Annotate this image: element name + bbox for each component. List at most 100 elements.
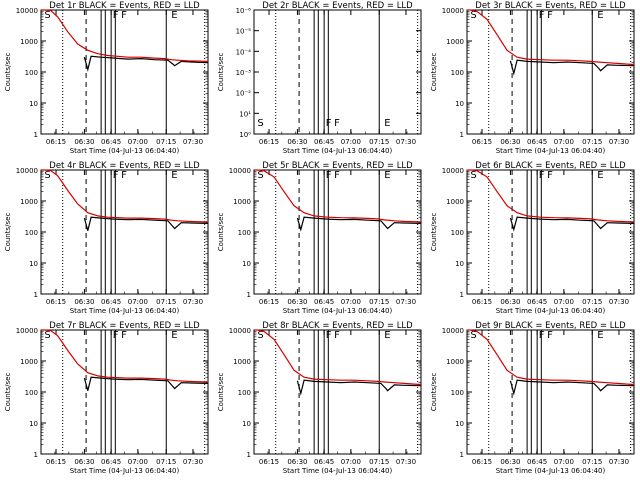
y-tick-label: 1000 [233,198,251,206]
chart-svg: Det 9r BLACK = Events, RED = LLD 1 10 100 10… [430,321,635,475]
x-tick-label: 07:30 [609,298,629,306]
x-tick-label: 06:15 [472,138,492,146]
chart-title: Det 7r BLACK = Events, RED = LLD [49,321,200,331]
y-axis-label: Counts/sec [4,373,12,412]
y-axis-label: Counts/sec [4,53,12,92]
x-axis-label: Start Time (04-Jul-13 06:04:40) [496,147,606,155]
x-tick-label: 06:15 [472,298,492,306]
events-series-line [83,55,209,72]
x-tick-label: 07:30 [396,458,416,466]
x-tick-label: 06:15 [259,458,279,466]
x-tick-label: 07:30 [609,138,629,146]
y-tick-label: 100 [451,69,464,77]
marker-label: E [597,10,603,21]
y-tick-label: 10 [242,260,251,268]
y-tick-label: 10⁰ [239,131,251,139]
chart-title: Det 1r BLACK = Events, RED = LLD [49,1,200,11]
x-tick-label: 06:45 [101,458,121,466]
marker-label: S [470,10,476,21]
detector-panel: Det 4r BLACK = Events, RED = LLD 1 10 100 10… [0,160,213,320]
x-axis-label: Start Time (04-Jul-13 06:04:40) [283,307,393,315]
detector-panel: Det 5r BLACK = Events, RED = LLD 1 10 100 10… [213,160,426,320]
x-tick-label: 06:45 [314,458,334,466]
x-tick-label: 07:15 [582,138,602,146]
detector-panel: Det 1r BLACK = Events, RED = LLD 1 10 100 10… [0,0,213,160]
x-axis-label: Start Time (04-Jul-13 06:04:40) [70,467,180,475]
chart-svg: Det 2r BLACK = Events, RED = LLD 10⁰ 10¹ 10… [217,1,422,155]
marker-label: F [334,118,340,129]
x-tick-label: 06:45 [527,298,547,306]
x-tick-label: 06:30 [500,458,520,466]
events-series-line [83,376,209,391]
events-series-line [296,216,422,232]
x-tick-label: 06:45 [314,298,334,306]
y-tick-label: 1 [460,451,464,459]
y-tick-label: 1000 [20,198,38,206]
marker-label: F [326,330,332,341]
marker-label: S [257,330,263,341]
marker-label: F [113,330,119,341]
marker-label: S [470,170,476,181]
detector-panel: Det 8r BLACK = Events, RED = LLD 1 10 100 10… [213,320,426,480]
plot-frame [253,329,422,455]
lld-series-line [254,329,422,386]
x-tick-label: 07:15 [369,458,389,466]
events-series-line [296,379,422,396]
events-series-line [83,216,209,231]
y-tick-label: 100 [238,389,251,397]
y-tick-label: 100 [451,229,464,237]
marker-label: F [121,330,127,341]
lld-series-line [41,329,209,383]
marker-label: S [44,170,50,181]
lld-series-line [467,9,635,66]
x-tick-label: 07:00 [341,138,361,146]
x-tick-label: 06:30 [500,298,520,306]
y-tick-label: 10000 [442,327,464,335]
x-tick-label: 07:30 [183,298,203,306]
plot-frame [466,169,635,295]
x-tick-label: 06:15 [46,298,66,306]
x-tick-label: 07:00 [128,458,148,466]
y-tick-label: 1000 [446,198,464,206]
marker-label: F [539,330,545,341]
x-axis-label: Start Time (04-Jul-13 06:04:40) [496,467,606,475]
x-tick-label: 07:15 [369,298,389,306]
chart-svg: Det 6r BLACK = Events, RED = LLD 1 10 100 10… [430,161,635,315]
marker-label: E [171,10,177,21]
marker-label: S [470,330,476,341]
y-tick-label: 10000 [16,327,38,335]
x-tick-label: 07:15 [156,458,176,466]
x-tick-label: 06:30 [287,298,307,306]
marker-label: F [334,330,340,341]
x-axis-label: Start Time (04-Jul-13 06:04:40) [283,467,393,475]
chart-title: Det 3r BLACK = Events, RED = LLD [475,1,626,11]
y-tick-label: 1 [460,131,464,139]
chart-svg: Det 8r BLACK = Events, RED = LLD 1 10 100 10… [217,321,422,475]
x-tick-label: 07:15 [369,138,389,146]
y-tick-label: 1000 [20,38,38,46]
y-tick-label: 1000 [233,358,251,366]
x-tick-label: 06:30 [74,298,94,306]
marker-label: F [326,170,332,181]
detector-panel: Det 2r BLACK = Events, RED = LLD 10⁰ 10¹ 10… [213,0,426,160]
x-tick-label: 06:30 [74,138,94,146]
marker-label: E [384,118,390,129]
detector-panel: Det 3r BLACK = Events, RED = LLD 1 10 100 10… [426,0,639,160]
y-tick-label: 10000 [229,327,251,335]
x-tick-label: 07:30 [396,138,416,146]
x-tick-label: 06:30 [287,458,307,466]
x-tick-label: 07:15 [582,458,602,466]
x-tick-label: 07:00 [554,138,574,146]
x-axis-label: Start Time (04-Jul-13 06:04:40) [496,307,606,315]
marker-label: F [547,10,553,21]
y-axis-label: Counts/sec [4,213,12,252]
x-tick-label: 07:15 [156,138,176,146]
x-tick-label: 06:45 [101,298,121,306]
y-tick-label: 10⁻² [236,90,252,98]
marker-label: F [539,10,545,21]
y-axis-label: Counts/sec [430,213,438,252]
marker-label: S [44,10,50,21]
detector-panel: Det 6r BLACK = Events, RED = LLD 1 10 100 10… [426,160,639,320]
marker-label: F [113,10,119,21]
